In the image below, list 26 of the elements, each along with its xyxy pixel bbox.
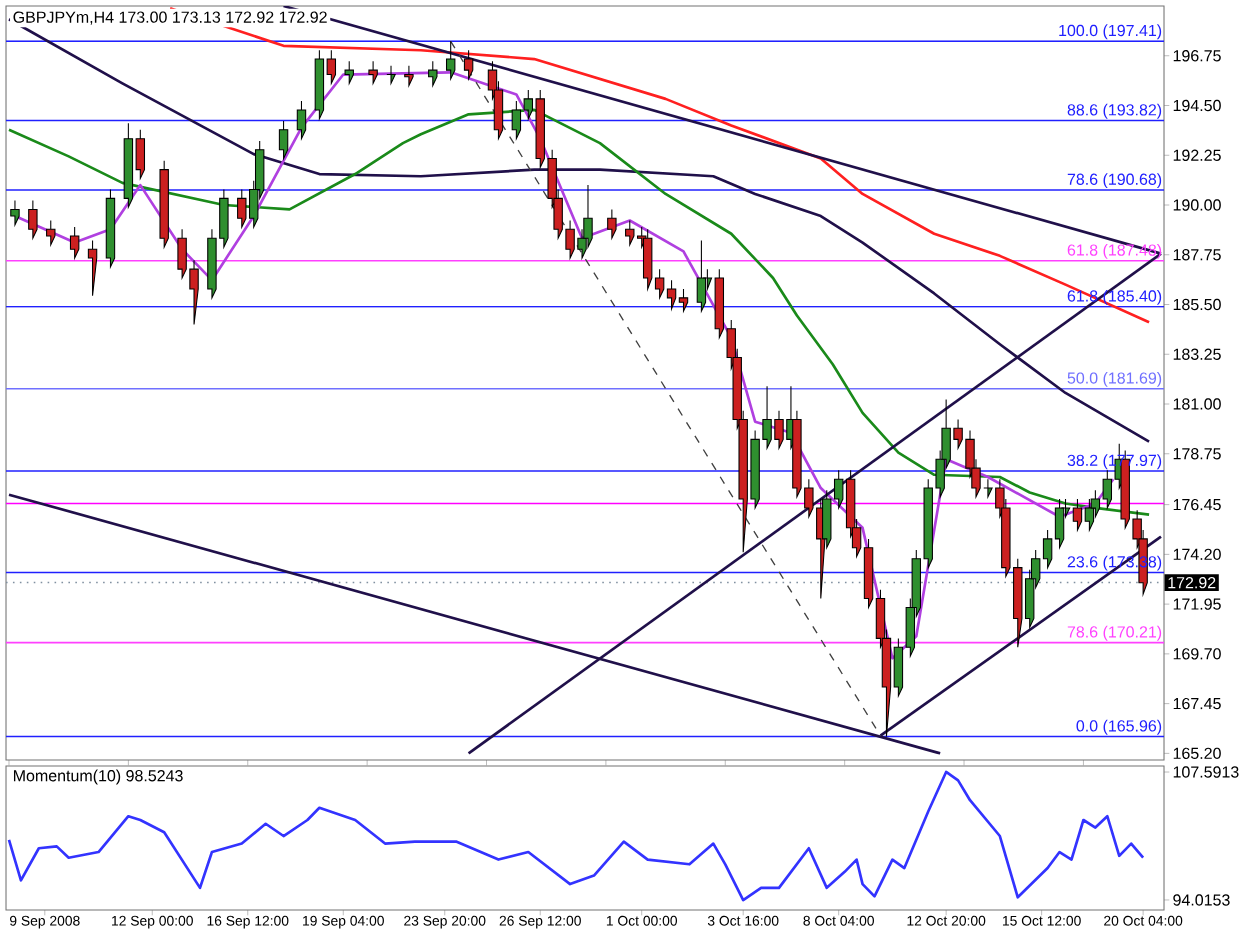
y-tick-label: 192.25 — [1173, 149, 1221, 161]
y-tick-label: 190.00 — [1173, 199, 1221, 211]
y-tick-label: 107.5913 — [1173, 766, 1239, 778]
y-tick-label: 183.25 — [1173, 348, 1221, 360]
y-tick-label: 176.45 — [1173, 498, 1221, 511]
y-tick-label: 169.70 — [1173, 648, 1221, 660]
y-tick-label: 196.75 — [1173, 50, 1221, 62]
y-tick-label: 165.20 — [1173, 747, 1221, 760]
y-tick-label: 174.20 — [1173, 548, 1221, 561]
ref-line-label: 88.6 (193.82) — [1067, 103, 1162, 119]
chart-title: GBPJPYm,H4 173.00 173.13 172.92 172.92 — [13, 11, 327, 25]
ref-line-label: 0.0 (165.96) — [1076, 719, 1162, 735]
y-tick-label: 94.0153 — [1173, 894, 1230, 906]
chart-title: Momentum(10) 98.5243 — [13, 769, 183, 785]
y-tick-label: 187.75 — [1173, 249, 1221, 261]
ref-line-label: 78.6 (170.21) — [1067, 625, 1162, 641]
y-tick-label: 171.95 — [1173, 598, 1221, 610]
ref-line-label: 100.0 (197.41) — [1059, 24, 1162, 40]
ref-line-label: 78.6 (190.68) — [1067, 173, 1162, 189]
y-tick-label: 194.50 — [1173, 99, 1221, 112]
y-tick-label: 178.75 — [1173, 448, 1221, 460]
y-tick-label: 167.45 — [1173, 697, 1221, 710]
y-tick-label: 181.00 — [1173, 398, 1221, 410]
ref-line-label: 50.0 (181.69) — [1067, 371, 1162, 387]
ref-line-label: 172.92 — [1168, 577, 1216, 589]
y-tick-label: 185.50 — [1173, 298, 1221, 311]
